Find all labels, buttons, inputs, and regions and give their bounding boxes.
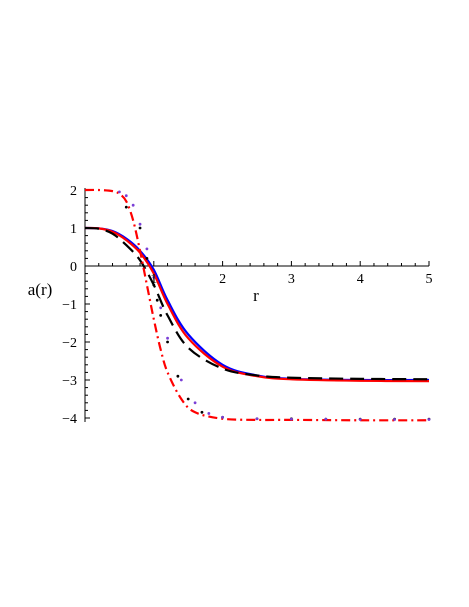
x-tick-label: 4: [357, 272, 364, 287]
data-point: [207, 412, 211, 415]
y-tick-label: −2: [62, 336, 77, 351]
dotted-series-5: [118, 190, 431, 421]
series-layer: [84, 188, 431, 422]
series-line-3: [84, 188, 430, 422]
data-point: [193, 401, 197, 405]
y-tick-label: −4: [62, 412, 77, 427]
x-tick-label: 5: [426, 272, 433, 287]
data-point: [324, 417, 328, 421]
data-point: [255, 417, 259, 421]
series-line-1: [84, 226, 430, 383]
data-point: [138, 226, 142, 230]
data-point: [159, 306, 163, 310]
data-point: [118, 190, 121, 194]
data-point: [176, 374, 180, 378]
data-point: [155, 298, 159, 302]
x-tick-label: 1: [150, 272, 157, 287]
data-point: [145, 257, 149, 260]
data-point: [166, 336, 169, 340]
dotted-series-4: [124, 205, 431, 421]
x-axis-label: r: [253, 286, 259, 305]
data-point: [124, 205, 128, 209]
data-point: [166, 340, 169, 344]
x-tick-label: 2: [219, 272, 226, 287]
data-point: [427, 418, 431, 421]
axes: [84, 188, 430, 422]
y-tick-label: −3: [62, 374, 77, 389]
y-tick-label: −1: [62, 298, 77, 313]
y-axis-label: a(r): [28, 280, 53, 299]
data-point: [358, 418, 362, 421]
data-point: [221, 415, 225, 419]
data-point: [393, 418, 396, 421]
data-point: [145, 247, 149, 251]
data-point: [290, 417, 293, 421]
data-point: [186, 397, 190, 401]
x-tick-label: 3: [288, 272, 295, 287]
data-point: [152, 276, 156, 279]
data-point: [159, 314, 163, 317]
data-point: [138, 222, 142, 226]
data-point: [200, 410, 204, 414]
y-tick-label: 1: [70, 222, 77, 237]
data-point: [124, 194, 128, 198]
y-tick-label: 2: [70, 184, 77, 199]
tick-labels: 1 2 3 4 5 2 1 0 −1 −2 −3 −4: [62, 184, 432, 427]
data-point: [152, 283, 156, 287]
y-tick-label: 0: [70, 260, 77, 275]
data-point: [179, 378, 183, 382]
series-line-2: [84, 226, 430, 381]
data-point: [131, 203, 135, 207]
